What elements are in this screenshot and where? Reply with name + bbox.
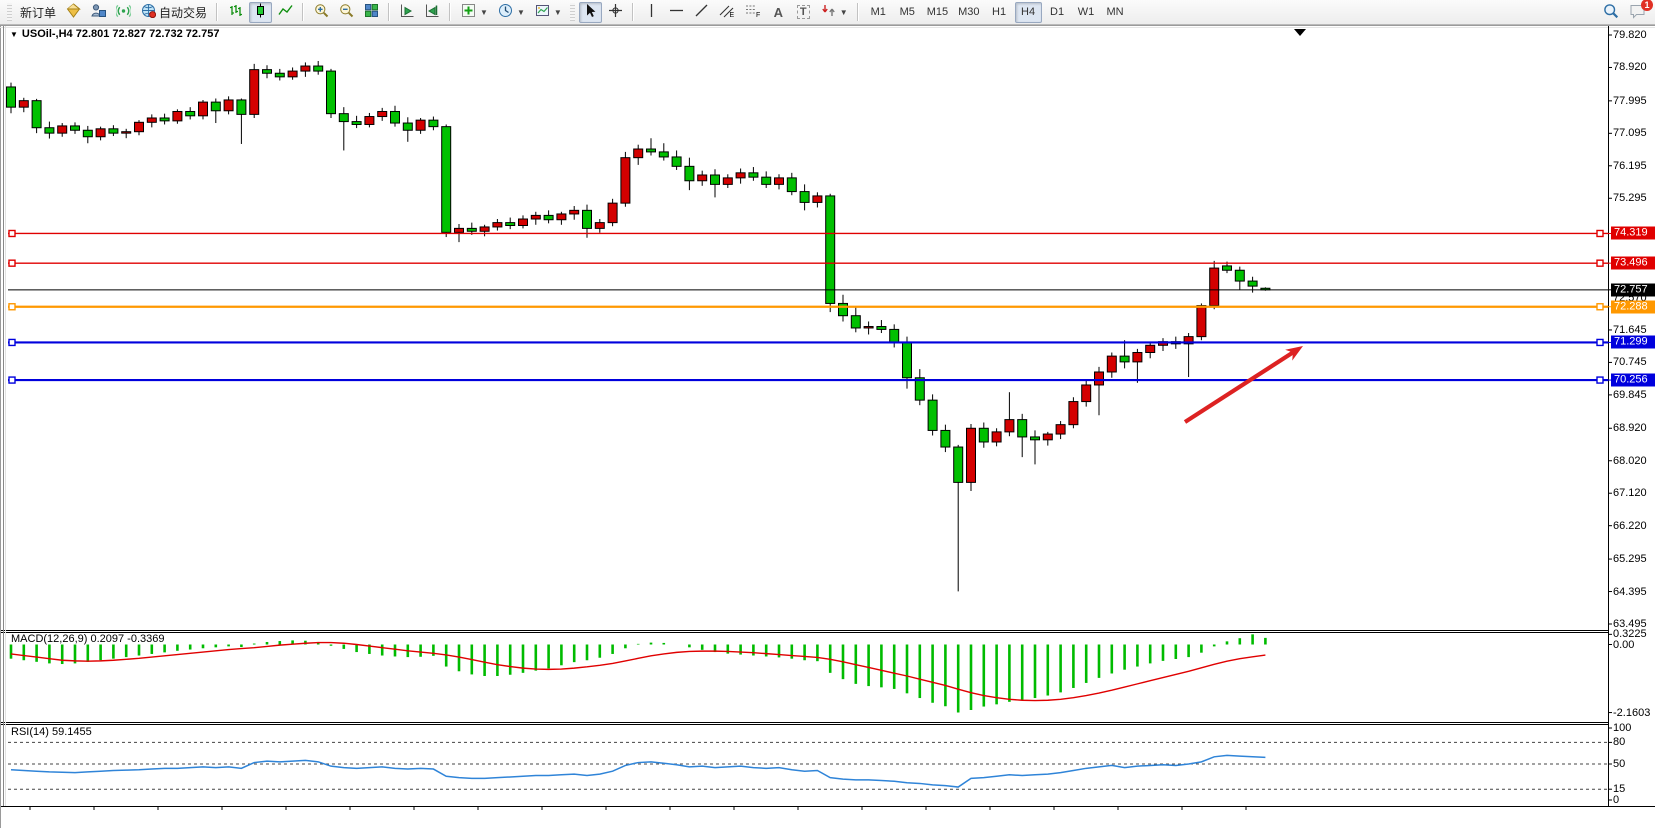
tile-windows-button[interactable] [360,2,383,23]
toolbar-separator [629,3,637,21]
vertical-line-icon [644,3,659,21]
text-label-tool-button[interactable]: T [792,2,815,23]
toolbar-separator [854,3,862,21]
chart-window[interactable] [0,25,1655,828]
timeframe-button-m5[interactable]: M5 [899,6,915,18]
text-label-icon: T [796,5,810,19]
toolbar-grip[interactable] [569,3,575,21]
candlestick-chart-icon [253,3,268,21]
chevron-down-icon: ▼ [480,7,488,17]
cursor-button[interactable] [578,1,602,23]
periods-button[interactable]: ▼ [494,2,529,23]
timeframe-button-h1[interactable]: H1 [992,6,1007,18]
crosshair-button[interactable] [604,2,627,23]
zoom-in-icon [314,3,329,21]
templates-icon [535,3,550,21]
channel-icon: E [719,3,735,21]
tile-windows-icon [364,3,379,21]
search-icon [1603,3,1619,22]
gem-icon [66,3,81,21]
crosshair-icon [608,3,623,21]
search-button[interactable] [1599,2,1623,23]
trendline-button[interactable] [690,2,713,23]
globe-icon [141,3,157,21]
auto-scroll-button[interactable] [396,2,419,23]
trader-icon [91,3,107,21]
new-order-button[interactable]: 新订单 [16,2,60,23]
signals-icon [114,3,133,21]
arrows-icon [821,3,836,21]
toolbar-separator [447,3,455,21]
chart-shift-icon [425,3,440,21]
text-icon: A [773,4,783,20]
zoom-out-icon [339,3,354,21]
navigator-button[interactable] [87,2,110,23]
fibonacci-button[interactable]: F [741,2,765,23]
chart-shift-button[interactable] [421,2,444,23]
chat-button[interactable]: 1 [1625,0,1653,23]
main-toolbar: 新订单 自动交易 ▼ ▼ ▼ E F A T ▼ M [0,0,1655,25]
timeframe-button-m30[interactable]: M30 [958,6,980,18]
vertical-line-button[interactable] [640,2,663,23]
horizontal-line-icon [669,3,684,21]
svg-text:F: F [756,12,760,18]
equidistant-channel-button[interactable]: E [715,2,739,23]
cursor-icon [583,3,598,21]
svg-text:E: E [729,12,734,18]
timeframe-button-m1[interactable]: M1 [870,6,886,18]
market-watch-button[interactable] [62,2,85,23]
chevron-down-icon: ▼ [839,7,848,17]
zoom-in-button[interactable] [310,2,333,23]
toolbar-separator [214,3,222,21]
timeframe-group: M1 M5 M15 M30 H1 H4 D1 W1 MN [864,1,1130,23]
trendline-icon [694,3,709,21]
timeframe-button-h4[interactable]: H4 [1014,1,1042,23]
signals-button[interactable] [112,2,135,23]
timeframe-button-m15[interactable]: M15 [926,6,949,18]
bar-chart-icon [228,3,243,21]
toolbar-grip[interactable] [7,3,12,21]
arrows-tool-button[interactable]: ▼ [817,2,852,23]
new-order-label: 新订单 [20,5,57,20]
chevron-down-icon: ▼ [516,7,525,17]
indicators-button[interactable]: ▼ [457,2,492,23]
line-chart-button[interactable] [274,2,297,23]
text-tool-button[interactable]: A [767,2,790,23]
toolbar-separator [386,3,394,21]
timeframe-button-mn[interactable]: MN [1106,6,1124,18]
periods-icon [498,3,513,21]
fibonacci-icon: F [745,3,761,21]
autotrading-label: 自动交易 [159,5,208,20]
templates-button[interactable]: ▼ [531,2,566,23]
indicators-icon [461,3,476,21]
notification-badge: 1 [1641,0,1653,11]
timeframe-button-d1[interactable]: D1 [1050,6,1065,18]
autotrading-button[interactable]: 自动交易 [137,2,211,23]
auto-scroll-icon [400,3,415,21]
horizontal-line-button[interactable] [665,2,688,23]
timeframe-button-w1[interactable]: W1 [1077,6,1095,18]
zoom-out-button[interactable] [335,2,358,23]
line-chart-icon [278,3,293,21]
chevron-down-icon: ▼ [553,7,562,17]
toolbar-separator [300,3,308,21]
bar-chart-button[interactable] [224,2,247,23]
candlestick-chart-button[interactable] [249,1,273,23]
